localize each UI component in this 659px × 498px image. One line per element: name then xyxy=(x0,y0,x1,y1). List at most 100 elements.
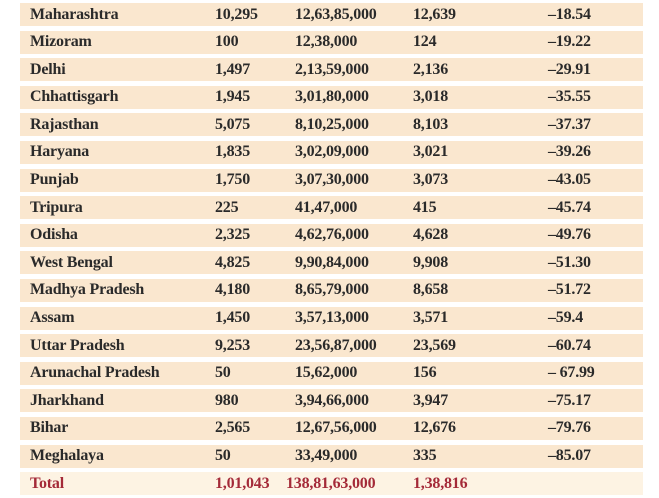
pct-change: –51.30 xyxy=(548,253,591,271)
state-name: Maharashtra xyxy=(30,5,119,23)
pct-change: –18.54 xyxy=(548,5,591,23)
value-1: 9,253 xyxy=(215,336,251,354)
total-value-2: 138,81,63,000 xyxy=(286,474,376,492)
value-2: 2,13,59,000 xyxy=(295,60,369,78)
state-name: Delhi xyxy=(30,60,66,78)
pct-change: –37.37 xyxy=(548,115,591,133)
table-row: Chhattisgarh 1,945 3,01,80,000 3,018 –35… xyxy=(20,85,643,109)
table-row: Haryana 1,835 3,02,09,000 3,021 –39.26 xyxy=(20,140,643,164)
value-3: 3,018 xyxy=(413,88,449,106)
value-1: 50 xyxy=(215,447,231,464)
pct-change: –43.05 xyxy=(548,171,591,189)
pct-change: –45.74 xyxy=(548,198,591,216)
table-row: Uttar Pradesh 9,253 23,56,87,000 23,569 … xyxy=(20,334,643,358)
value-1: 1,497 xyxy=(215,60,251,78)
value-1: 2,565 xyxy=(215,419,251,437)
table-row: Mizoram 100 12,38,000 124 –19.22 xyxy=(20,30,643,54)
state-name: Odisha xyxy=(30,226,78,244)
value-3: 12,676 xyxy=(413,419,456,437)
state-name: Bihar xyxy=(30,419,69,437)
value-3: 23,569 xyxy=(413,336,456,354)
pct-change: –79.76 xyxy=(548,419,591,437)
table-row: Assam 1,450 3,57,13,000 3,571 –59.4 xyxy=(20,306,643,330)
table-row: West Bengal 4,825 9,90,84,000 9,908 –51.… xyxy=(20,251,643,275)
state-name: Assam xyxy=(30,309,75,327)
value-3: 2,136 xyxy=(413,60,449,78)
value-1: 980 xyxy=(215,391,239,409)
total-value-3: 1,38,816 xyxy=(413,474,468,492)
value-2: 4,62,76,000 xyxy=(295,226,369,244)
value-2: 33,49,000 xyxy=(295,447,358,464)
value-1: 4,180 xyxy=(215,281,251,299)
pct-change: –29.91 xyxy=(548,60,591,78)
table-row: Rajasthan 5,075 8,10,25,000 8,103 –37.37 xyxy=(20,113,643,137)
value-2: 8,65,79,000 xyxy=(295,281,369,299)
pct-change: –59.4 xyxy=(548,309,584,327)
state-name: Haryana xyxy=(30,143,90,161)
value-2: 8,10,25,000 xyxy=(295,115,369,133)
value-3: 156 xyxy=(413,364,437,382)
value-1: 4,825 xyxy=(215,253,251,271)
pct-change: –19.22 xyxy=(548,33,591,51)
value-2: 12,38,000 xyxy=(295,33,358,51)
state-name: Rajasthan xyxy=(30,115,99,133)
table-row: Arunachal Pradesh 50 15,62,000 156 – 67.… xyxy=(20,361,643,385)
value-2: 23,56,87,000 xyxy=(295,336,377,354)
value-2: 3,57,13,000 xyxy=(295,309,369,327)
value-1: 1,835 xyxy=(215,143,251,161)
state-name: Meghalaya xyxy=(30,447,104,464)
value-1: 1,750 xyxy=(215,171,251,189)
table-row: Odisha 2,325 4,62,76,000 4,628 –49.76 xyxy=(20,223,643,247)
total-value-1: 1,01,043 xyxy=(215,474,270,492)
value-2: 41,47,000 xyxy=(295,198,358,216)
value-3: 3,073 xyxy=(413,171,449,189)
value-2: 3,01,80,000 xyxy=(295,88,369,106)
value-2: 3,94,66,000 xyxy=(295,391,369,409)
value-3: 8,658 xyxy=(413,281,449,299)
state-name: Uttar Pradesh xyxy=(30,336,125,354)
value-3: 3,947 xyxy=(413,391,449,409)
pct-change: –51.72 xyxy=(548,281,591,299)
value-3: 415 xyxy=(413,198,437,216)
table-row: Maharashtra 10,295 12,63,85,000 12,639 –… xyxy=(20,3,643,26)
value-3: 4,628 xyxy=(413,226,449,244)
state-name: Mizoram xyxy=(30,33,92,51)
total-label: Total xyxy=(30,474,64,492)
table-row: Delhi 1,497 2,13,59,000 2,136 –29.91 xyxy=(20,58,643,82)
table-row: Punjab 1,750 3,07,30,000 3,073 –43.05 xyxy=(20,168,643,192)
value-1: 5,075 xyxy=(215,115,251,133)
value-2: 3,07,30,000 xyxy=(295,171,369,189)
table-body: Maharashtra 10,295 12,63,85,000 12,639 –… xyxy=(20,3,643,496)
value-2: 15,62,000 xyxy=(295,364,358,382)
table-row: Jharkhand 980 3,94,66,000 3,947 –75.17 xyxy=(20,389,643,413)
value-3: 3,571 xyxy=(413,309,449,327)
pct-change: –39.26 xyxy=(548,143,591,161)
pct-change: –49.76 xyxy=(548,226,591,244)
value-3: 8,103 xyxy=(413,115,449,133)
state-name: Arunachal Pradesh xyxy=(30,364,160,382)
table-row: Meghalaya 50 33,49,000 335 –85.07 xyxy=(20,444,643,468)
value-1: 100 xyxy=(215,33,239,51)
state-name: Jharkhand xyxy=(30,391,104,409)
pct-change: –85.07 xyxy=(548,447,591,464)
value-3: 12,639 xyxy=(413,5,456,23)
state-name: West Bengal xyxy=(30,253,113,271)
value-1: 225 xyxy=(215,198,239,216)
value-2: 12,63,85,000 xyxy=(295,5,377,23)
value-2: 9,90,84,000 xyxy=(295,253,369,271)
pct-change: –60.74 xyxy=(548,336,591,354)
pct-change: –75.17 xyxy=(548,391,591,409)
state-name: Madhya Pradesh xyxy=(30,281,145,299)
pct-change: – 67.99 xyxy=(548,364,595,382)
state-name: Chhattisgarh xyxy=(30,88,119,106)
value-3: 3,021 xyxy=(413,143,449,161)
value-3: 124 xyxy=(413,33,437,51)
value-2: 3,02,09,000 xyxy=(295,143,369,161)
table-total-row: Total 1,01,043 138,81,63,000 1,38,816 xyxy=(20,472,643,496)
value-1: 1,945 xyxy=(215,88,251,106)
value-3: 9,908 xyxy=(413,253,449,271)
value-1: 50 xyxy=(215,364,231,382)
value-1: 2,325 xyxy=(215,226,251,244)
pct-change: –35.55 xyxy=(548,88,591,106)
